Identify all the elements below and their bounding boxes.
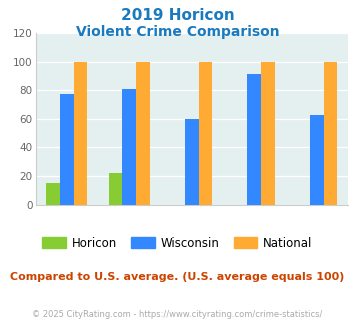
Bar <box>247 75 261 205</box>
Legend: Horicon, Wisconsin, National: Horicon, Wisconsin, National <box>38 232 317 254</box>
Bar <box>185 119 198 205</box>
Bar <box>73 62 87 205</box>
Bar <box>323 62 337 205</box>
Bar <box>46 183 60 205</box>
Bar <box>310 115 323 205</box>
Text: Compared to U.S. average. (U.S. average equals 100): Compared to U.S. average. (U.S. average … <box>10 272 345 282</box>
Bar <box>109 173 122 205</box>
Text: 2019 Horicon: 2019 Horicon <box>121 8 234 23</box>
Text: Violent Crime Comparison: Violent Crime Comparison <box>76 25 279 39</box>
Text: © 2025 CityRating.com - https://www.cityrating.com/crime-statistics/: © 2025 CityRating.com - https://www.city… <box>32 310 323 319</box>
Bar <box>122 89 136 205</box>
Bar <box>198 62 212 205</box>
Bar <box>136 62 150 205</box>
Bar <box>60 94 73 205</box>
Bar <box>261 62 275 205</box>
